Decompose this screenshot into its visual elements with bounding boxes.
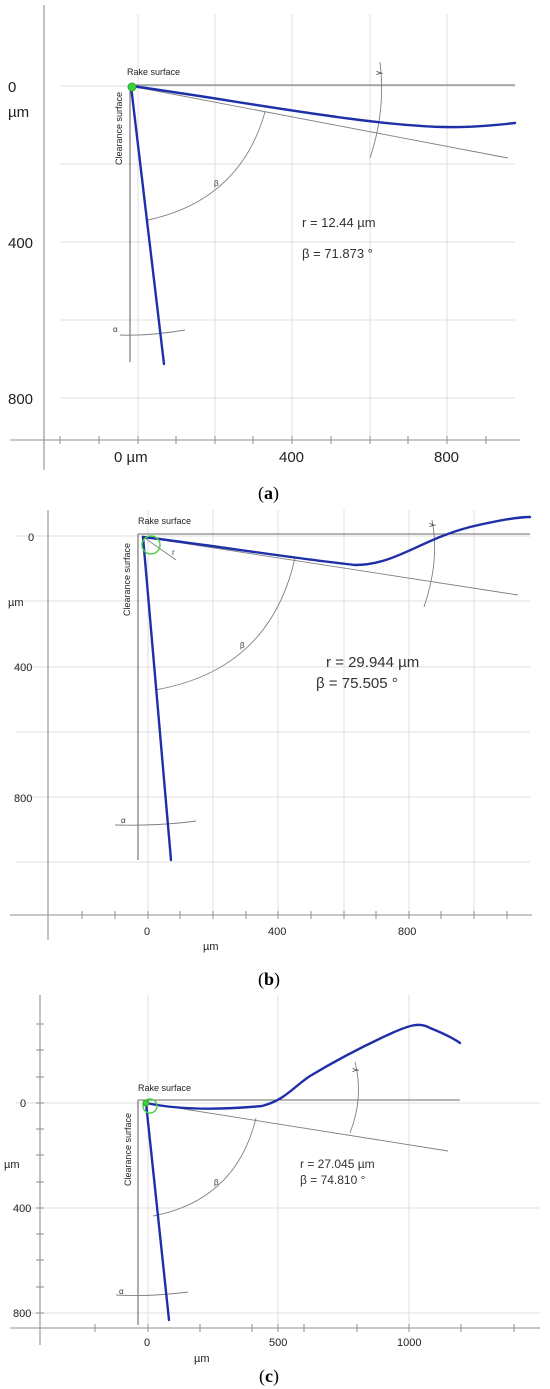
panel-a-x-tick-800: 800 bbox=[434, 449, 459, 466]
panel-c-y-minor-ticks bbox=[36, 1023, 44, 1314]
panel-a-rake-surface-label: Rake surface bbox=[127, 67, 180, 77]
panel-b-edge-radius-circle bbox=[141, 535, 161, 555]
panel-c-x-minor-ticks bbox=[94, 1324, 515, 1332]
panel-c-y-tick-400: 400 bbox=[13, 1203, 31, 1215]
panel-a-x-tick-400: 400 bbox=[279, 449, 304, 466]
panel-c-beta-symbol: β bbox=[214, 1178, 219, 1187]
panel-b-rake-profile bbox=[141, 515, 532, 567]
panel-c: 0 µm 400 800 0 500 1000 µm Rake surface … bbox=[4, 995, 540, 1387]
panel-c-rake-surface-label: Rake surface bbox=[138, 1083, 191, 1093]
panel-c-rake-tangent-line bbox=[145, 1102, 449, 1152]
panel-b-beta-arc bbox=[154, 557, 296, 691]
panel-a-gamma-symbol: γ bbox=[374, 71, 383, 75]
panel-b-x-unit: µm bbox=[203, 941, 219, 953]
panel-b-r-value: r = 29.944 µm bbox=[326, 654, 419, 671]
panel-c-gamma-arc bbox=[349, 1061, 359, 1134]
panel-c-clearance-profile bbox=[144, 1101, 171, 1322]
panel-b-r-symbol: r bbox=[172, 548, 175, 557]
panel-a-clearance-surface-label: Clearance surface bbox=[114, 92, 124, 165]
panel-a-gamma-arc bbox=[369, 61, 383, 159]
panel-c-beta-value: β = 74.810 ° bbox=[300, 1173, 366, 1187]
panel-b-x-tick-400: 400 bbox=[268, 926, 286, 938]
panel-b-gamma-arc bbox=[423, 519, 436, 608]
panel-b-clearance-profile bbox=[141, 535, 173, 862]
panel-b-gamma-symbol: γ bbox=[427, 523, 436, 527]
panel-a-rake-tangent-line bbox=[129, 85, 509, 159]
panel-c-x-unit: µm bbox=[194, 1353, 210, 1365]
panel-a: 0 µm 400 800 0 µm 400 800 Rake surface C… bbox=[8, 5, 520, 504]
panel-a-beta-value: β = 71.873 ° bbox=[302, 246, 373, 261]
panel-c-x-tick-500: 500 bbox=[269, 1337, 287, 1349]
panel-b-x-tick-800: 800 bbox=[398, 926, 416, 938]
panel-a-caption: (a) bbox=[258, 483, 279, 504]
panel-c-y-tick-800: 800 bbox=[13, 1308, 31, 1320]
panel-b-y-unit: µm bbox=[8, 597, 24, 609]
panel-b-clearance-surface-label: Clearance surface bbox=[122, 543, 132, 616]
panel-b-grid bbox=[16, 510, 530, 915]
panel-b-y-tick-800: 800 bbox=[14, 793, 32, 805]
panel-c-alpha-symbol: α bbox=[119, 1287, 124, 1296]
panel-c-alpha-arc bbox=[115, 1291, 189, 1297]
panel-a-y-tick-800: 800 bbox=[8, 391, 33, 408]
panel-b-caption: (b) bbox=[258, 969, 280, 990]
panel-c-edge-point bbox=[142, 1099, 150, 1107]
panel-a-alpha-arc bbox=[119, 329, 186, 336]
panel-a-x-tick-0: 0 µm bbox=[114, 449, 148, 466]
panel-b-alpha-symbol: α bbox=[121, 816, 126, 825]
panel-c-clearance-surface-label: Clearance surface bbox=[123, 1113, 133, 1186]
panel-b-alpha-arc bbox=[114, 820, 197, 826]
panel-a-beta-symbol: β bbox=[214, 179, 219, 188]
panel-c-grid bbox=[16, 995, 540, 1328]
panel-a-edge-radius-circle bbox=[127, 82, 137, 92]
panel-a-alpha-symbol: α bbox=[113, 325, 118, 334]
panel-c-caption: (c) bbox=[259, 1366, 279, 1387]
panel-a-x-minor-ticks bbox=[59, 436, 487, 444]
panel-b-rake-tangent-line bbox=[142, 536, 519, 596]
panel-c-x-tick-1000: 1000 bbox=[397, 1337, 421, 1349]
panel-a-y-tick-0: 0 bbox=[8, 79, 16, 96]
panel-c-gamma-symbol: γ bbox=[350, 1068, 359, 1072]
panel-b-y-tick-0: 0 bbox=[28, 532, 34, 544]
panel-c-edge-radius-circle bbox=[142, 1098, 158, 1114]
panel-a-rake-profile bbox=[129, 84, 517, 129]
panel-b-x-minor-ticks bbox=[81, 911, 508, 919]
panel-c-y-unit: µm bbox=[4, 1159, 20, 1171]
panel-c-rake-profile bbox=[144, 1023, 462, 1110]
panel-c-beta-arc bbox=[152, 1117, 257, 1217]
panel-b-rake-surface-label: Rake surface bbox=[138, 516, 191, 526]
panel-c-r-value: r = 27.045 µm bbox=[300, 1157, 375, 1171]
panel-c-y-tick-0: 0 bbox=[20, 1098, 26, 1110]
panel-a-r-value: r = 12.44 µm bbox=[302, 215, 376, 230]
panel-a-clearance-profile bbox=[129, 84, 166, 366]
panel-c-x-tick-0: 0 bbox=[144, 1337, 150, 1349]
panel-a-y-unit: µm bbox=[8, 104, 29, 121]
panel-a-beta-arc bbox=[147, 111, 266, 221]
panel-b-beta-symbol: β bbox=[240, 641, 245, 650]
panel-b-beta-value: β = 75.505 ° bbox=[316, 675, 398, 692]
panel-a-grid bbox=[60, 14, 515, 440]
panel-a-y-tick-400: 400 bbox=[8, 235, 33, 252]
panel-b-y-tick-400: 400 bbox=[14, 662, 32, 674]
panel-b-x-tick-0: 0 bbox=[144, 926, 150, 938]
panel-b: 0 µm 400 800 0 400 800 µm Rake surface C… bbox=[8, 510, 532, 990]
